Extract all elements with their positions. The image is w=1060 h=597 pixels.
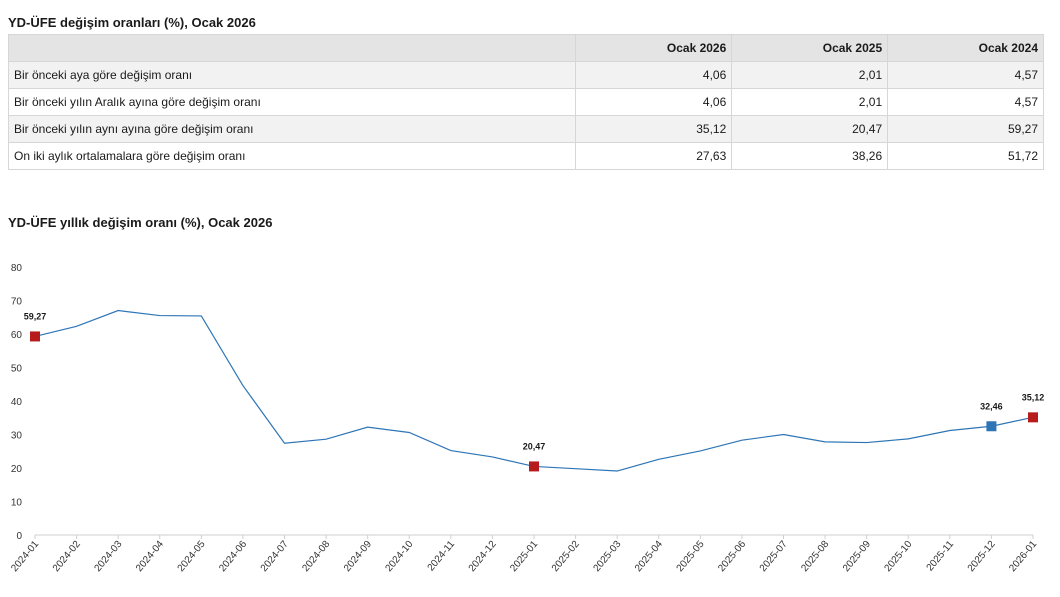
x-tick-label: 2025-07 [758, 539, 790, 575]
x-tick-label: 2024-05 [176, 539, 208, 575]
table-row: Bir önceki yılın aynı ayına göre değişim… [7, 115, 1044, 143]
x-tick-label: 2025-01 [508, 539, 540, 575]
x-tick-label: 2024-09 [342, 539, 374, 575]
x-tick-label: 2025-12 [966, 539, 998, 575]
x-tick-label: 2025-10 [883, 539, 915, 575]
chart-title: YD-ÜFE yıllık değişim oranı (%), Ocak 20… [8, 215, 273, 230]
y-tick-label: 10 [11, 498, 23, 509]
row-label: On iki aylık ortalamalara göre değişim o… [7, 142, 577, 170]
y-tick-label: 40 [11, 397, 23, 408]
data-label: 20,47 [523, 441, 546, 451]
table-title: YD-ÜFE değişim oranları (%), Ocak 2026 [8, 15, 256, 30]
data-point-marker [986, 421, 997, 432]
x-tick-label: 2024-02 [51, 539, 83, 575]
row-label: Bir önceki aya göre değişim oranı [7, 61, 577, 89]
x-tick-label: 2025-06 [716, 539, 748, 575]
x-tick-label: 2024-07 [259, 539, 291, 575]
x-tick-label: 2025-03 [591, 539, 623, 575]
table-header-row: Ocak 2026 Ocak 2025 Ocak 2024 [7, 34, 1044, 62]
x-tick-label: 2024-12 [467, 539, 499, 575]
table-cell: 4,57 [887, 88, 1044, 116]
data-label: 35,12 [1022, 392, 1045, 402]
y-tick-label: 30 [11, 431, 23, 442]
table-cell: 51,72 [887, 142, 1044, 170]
data-label: 32,46 [980, 401, 1003, 411]
table-header-cell: Ocak 2024 [887, 34, 1044, 62]
rates-table: Ocak 2026 Ocak 2025 Ocak 2024 Bir önceki… [7, 34, 1044, 170]
x-tick-label: 2024-06 [217, 539, 249, 575]
table-cell: 4,06 [575, 61, 733, 89]
x-tick-label: 2025-04 [633, 539, 665, 575]
data-point-marker [1028, 412, 1038, 423]
x-tick-label: 2025-11 [925, 539, 957, 574]
y-tick-label: 70 [11, 297, 23, 308]
x-tick-label: 2024-03 [92, 539, 124, 575]
table-header-cell: Ocak 2026 [575, 34, 733, 62]
y-tick-label: 0 [16, 531, 22, 542]
y-tick-label: 20 [11, 464, 23, 475]
x-tick-label: 2025-09 [841, 539, 873, 575]
table-cell: 4,06 [575, 88, 733, 116]
data-point-marker [529, 461, 539, 472]
table-cell: 2,01 [731, 61, 889, 89]
table-header-cell: Ocak 2025 [731, 34, 889, 62]
table-cell: 35,12 [575, 115, 733, 143]
row-label: Bir önceki yılın aynı ayına göre değişim… [7, 115, 577, 143]
y-tick-label: 80 [11, 263, 23, 274]
line-chart: 0 10 20 30 40 50 60 70 80 2024-01 2024-02 2024-03 20… [9, 263, 1045, 575]
x-tick-label: 2024-11 [426, 539, 458, 574]
row-label: Bir önceki yılın Aralık ayına göre değiş… [7, 88, 577, 116]
x-tick-label: 2024-08 [300, 539, 332, 575]
x-tick-label: 2025-05 [675, 539, 707, 575]
table-header-cell [7, 34, 577, 62]
x-tick-label: 2025-08 [799, 539, 831, 575]
data-label: 59,27 [24, 311, 47, 321]
table-cell: 4,57 [887, 61, 1044, 89]
table-cell: 59,27 [887, 115, 1044, 143]
x-tick-label: 2024-10 [384, 539, 416, 575]
x-tick-label: 2024-01 [9, 539, 41, 575]
y-tick-label: 50 [11, 364, 23, 375]
x-tick-label: 2025-02 [550, 539, 582, 575]
table-cell: 27,63 [575, 142, 733, 170]
x-tick-label: 2024-04 [134, 539, 166, 575]
table-cell: 2,01 [731, 88, 889, 116]
table-cell: 20,47 [731, 115, 889, 143]
y-tick-label: 60 [11, 330, 23, 341]
table-row: Bir önceki yılın Aralık ayına göre değiş… [7, 88, 1044, 116]
x-tick-label: 2026-01 [1007, 539, 1039, 575]
table-cell: 38,26 [731, 142, 889, 170]
data-point-marker [30, 331, 40, 342]
table-row: On iki aylık ortalamalara göre değişim o… [7, 142, 1044, 170]
table-row: Bir önceki aya göre değişim oranı 4,06 2… [7, 61, 1044, 89]
